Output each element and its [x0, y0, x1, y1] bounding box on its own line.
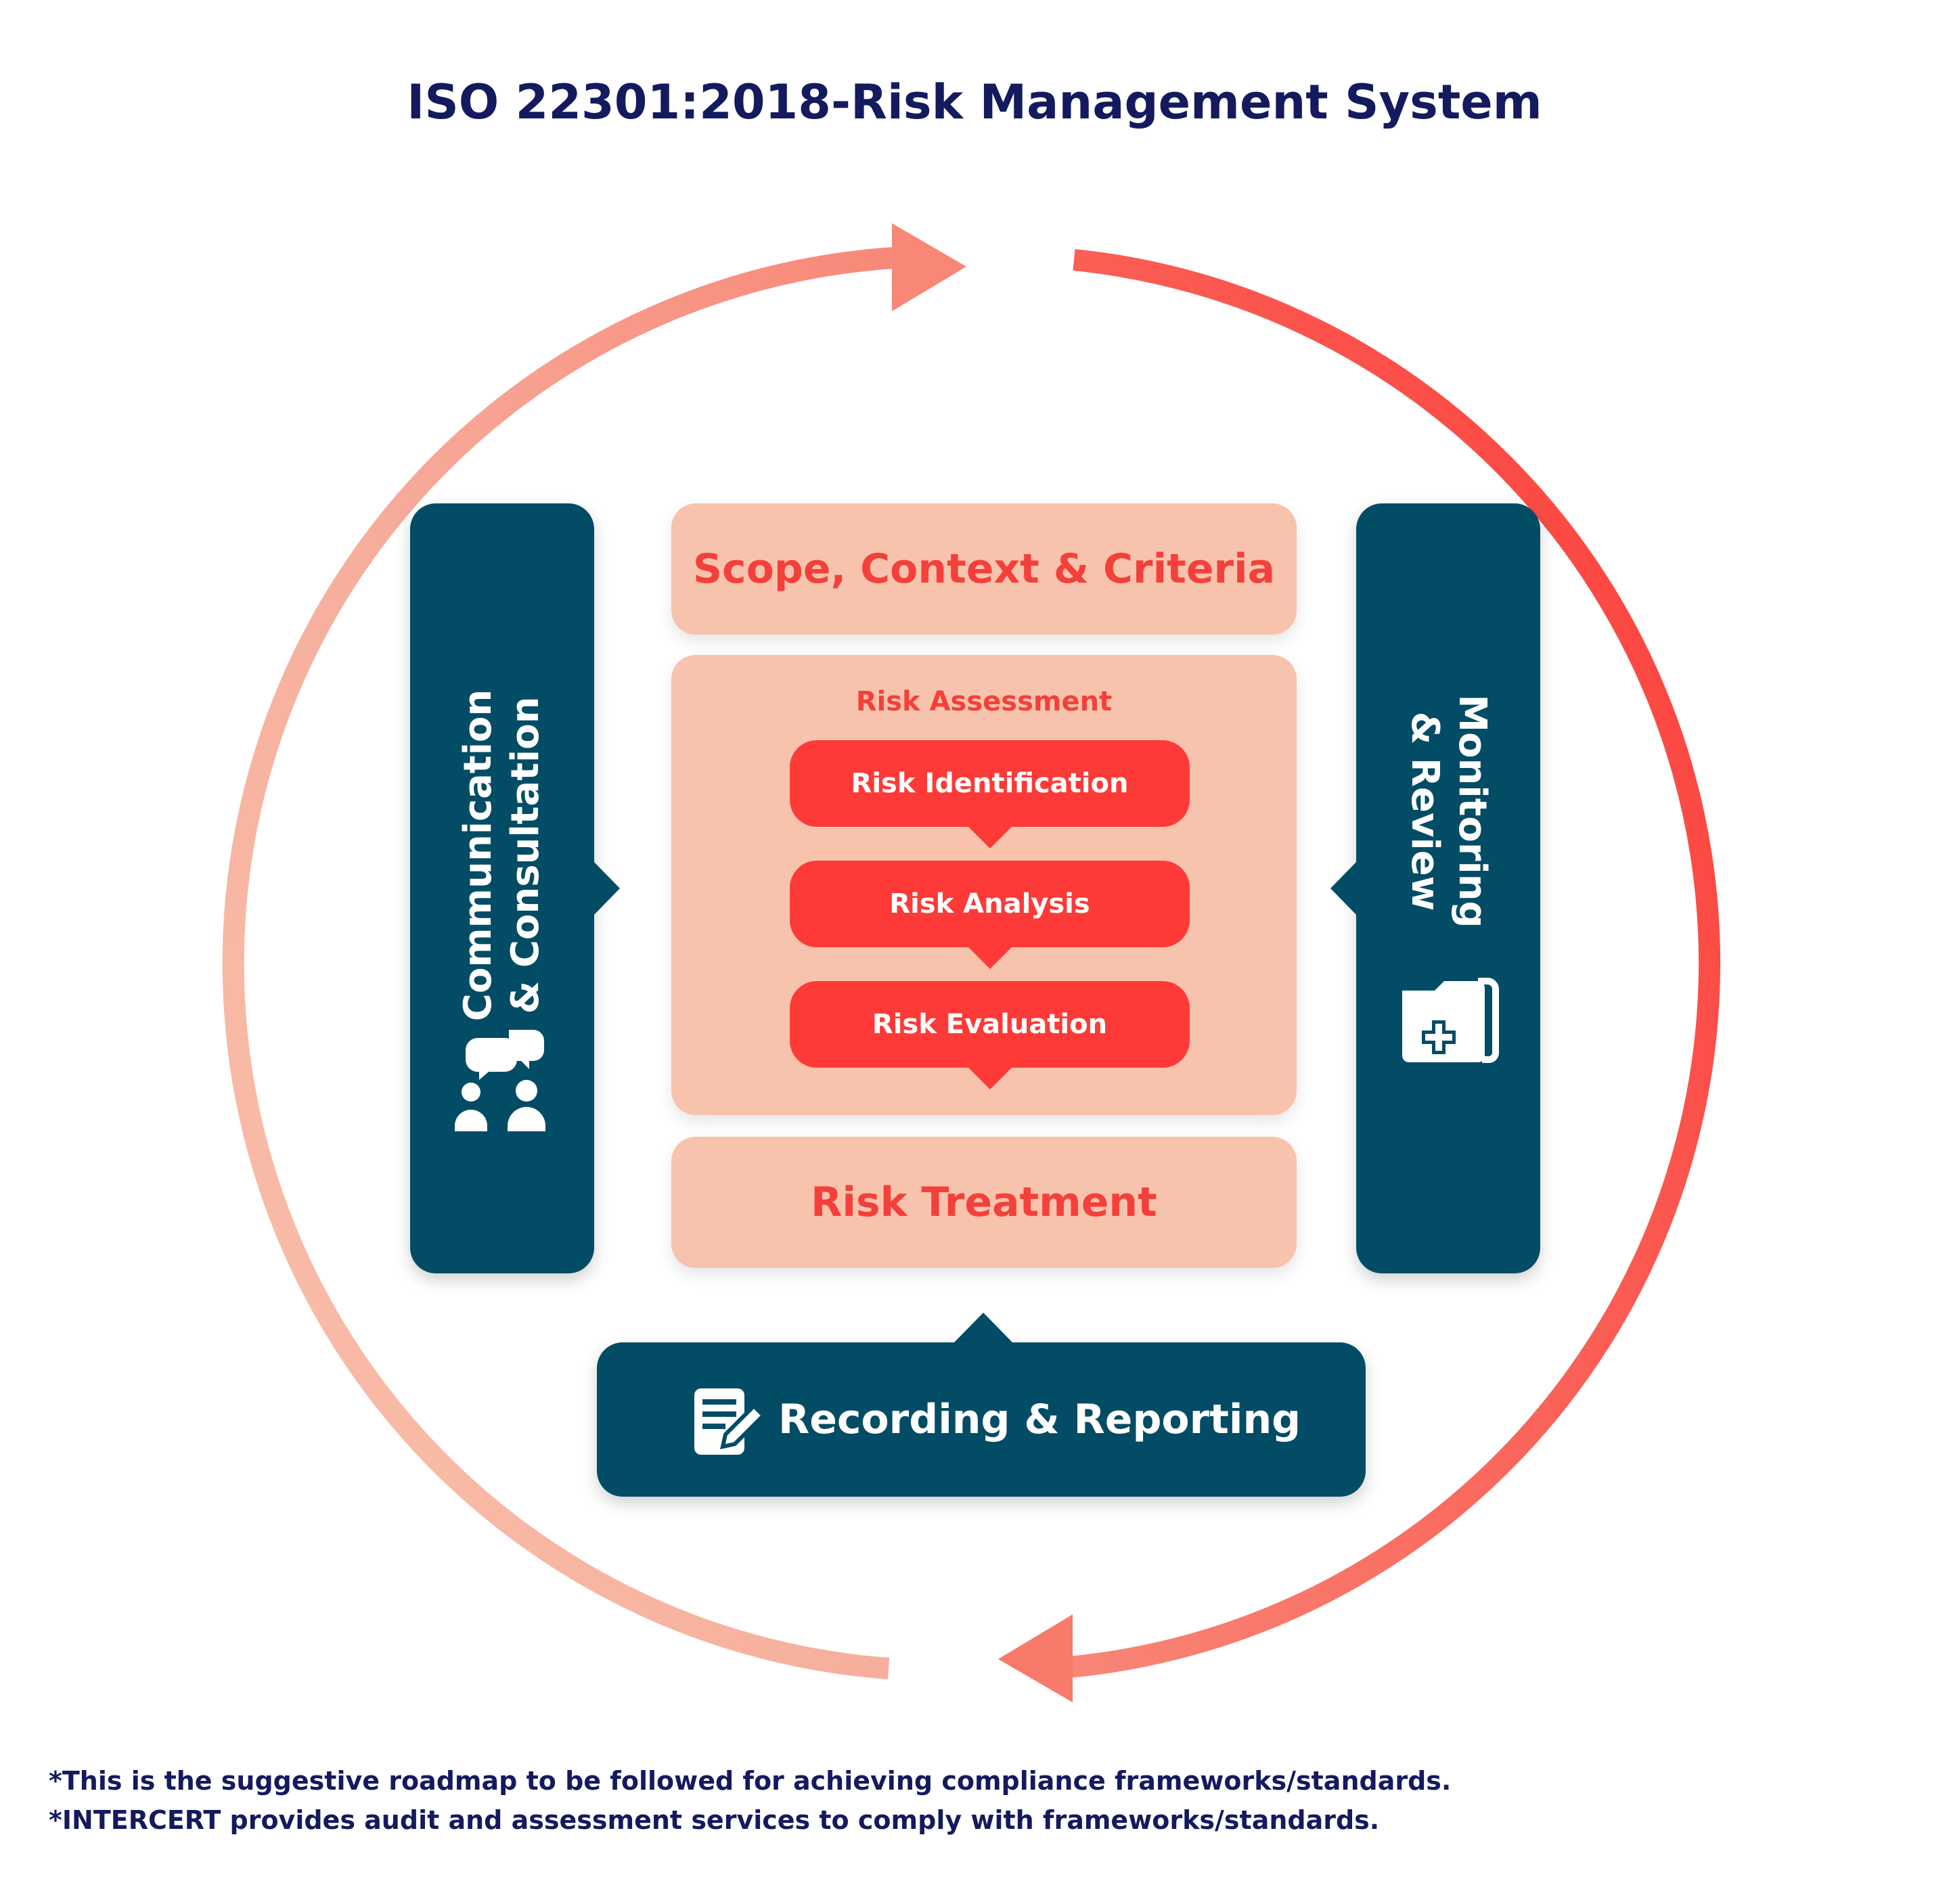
monitoring-label: Monitoring & Review [1401, 642, 1496, 980]
cycle-arrowhead-bottom [998, 1614, 1073, 1702]
recording-pointer [953, 1313, 1014, 1344]
risk-treatment-box: Risk Treatment [671, 1137, 1297, 1268]
communication-panel: Communication & Consultation [410, 503, 594, 1273]
recording-label: Recording & Reporting [778, 1396, 1301, 1443]
monitoring-pointer [1330, 858, 1360, 919]
communication-pointer [590, 858, 620, 919]
monitoring-line2: & Review [1403, 711, 1447, 911]
document-edit-icon [694, 1388, 766, 1455]
page-title: ISO 22301:2018-Risk Management System [407, 74, 1542, 130]
risk-evaluation-label: Risk Evaluation [872, 1009, 1108, 1040]
risk-treatment-label: Risk Treatment [811, 1179, 1157, 1226]
footnote-1: *This is the suggestive roadmap to be fo… [49, 1766, 1452, 1796]
cycle-arc-right [1051, 249, 1721, 1679]
scope-label: Scope, Context & Criteria [692, 545, 1276, 593]
scope-box: Scope, Context & Criteria [671, 503, 1297, 635]
step-arrow [967, 946, 1013, 969]
risk-analysis-label: Risk Analysis [889, 888, 1090, 920]
risk-assessment-heading: Risk Assessment [855, 686, 1113, 717]
communication-line2: & Consultation [503, 696, 547, 1014]
step-arrow [967, 825, 1013, 848]
risk-analysis-step: Risk Analysis [790, 861, 1190, 969]
risk-evaluation-step: Risk Evaluation [790, 981, 1190, 1089]
communication-label: Communication & Consultation [455, 618, 550, 1092]
risk-identification-label: Risk Identification [851, 768, 1129, 799]
monitoring-panel: Monitoring & Review [1356, 503, 1540, 1273]
communication-line1: Communication [456, 689, 500, 1022]
monitoring-line1: Monitoring [1450, 694, 1494, 928]
cycle-arrowhead-top [892, 223, 966, 311]
cycle-arc-left [222, 246, 908, 1679]
footnote-2: *INTERCERT provides audit and assessment… [49, 1805, 1380, 1835]
risk-identification-step: Risk Identification [790, 740, 1190, 848]
people-chat-icon [455, 1030, 545, 1131]
step-arrow [967, 1066, 1013, 1089]
recording-panel: Recording & Reporting [597, 1342, 1366, 1497]
medical-folder-icon [1402, 978, 1499, 1063]
